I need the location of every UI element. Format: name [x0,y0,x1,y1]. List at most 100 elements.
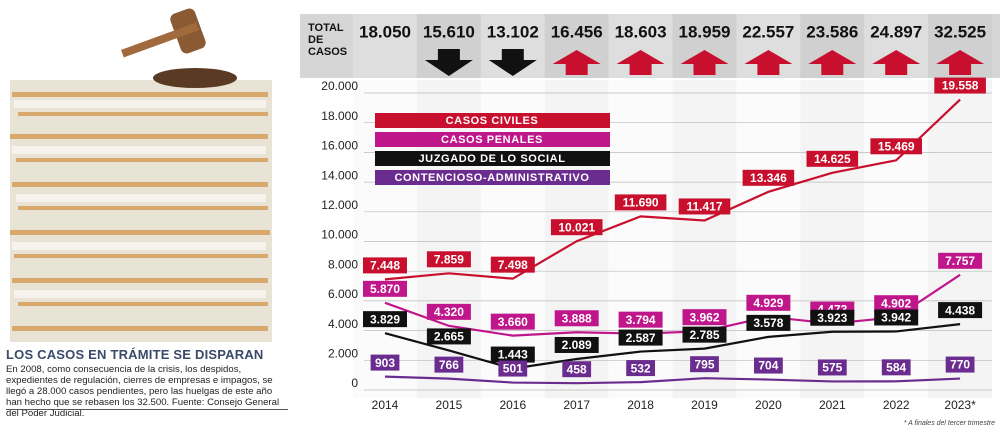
data-label-box [370,354,400,371]
totals-header: TOTAL DE CASOS [308,22,348,58]
data-label-box [490,313,535,330]
data-label: 770 [950,358,970,372]
data-label: 2.665 [434,330,464,344]
legend-label: CASOS CIVILES [446,115,539,127]
legend-label: CASOS PENALES [441,134,543,146]
data-label-box [626,360,655,377]
y-tick-label: 12.000 [321,198,358,212]
legend-swatch [375,113,610,128]
x-tick-label: 2022 [883,398,910,412]
y-tick-label: 2.000 [328,346,358,360]
data-label-box [690,356,719,373]
x-tick-label: 2019 [691,398,718,412]
y-tick-label: 14.000 [321,168,358,182]
data-label: 2.089 [562,338,592,352]
data-label: 795 [694,357,714,371]
data-label: 4.320 [434,305,464,319]
data-label: 11.417 [686,200,722,214]
column-band [928,80,993,398]
series-line [384,98,961,281]
data-label-box [945,356,975,373]
data-label: 2.785 [689,328,719,342]
series-line [384,273,961,337]
data-label-box [934,77,986,94]
data-label-box [490,256,535,273]
y-tick-label: 20.000 [321,79,358,93]
data-label: 584 [886,360,906,374]
data-label-box [618,329,663,346]
description: En 2008, como consecuencia de la crisis,… [6,364,280,419]
series-line [384,375,961,385]
data-label-box [806,150,859,167]
data-label: 7.859 [434,252,464,266]
x-tick-label: 2023* [944,398,976,412]
data-label-box [550,219,603,236]
data-label: 3.578 [753,316,783,330]
data-label: 11.690 [623,196,659,210]
column-band [736,80,801,398]
total-value: 15.610 [423,22,475,41]
trend-arrow [616,50,665,75]
x-tick-label: 2020 [755,398,782,412]
data-label: 3.660 [498,315,528,329]
x-tick-label: 2016 [499,398,526,412]
column-band [800,80,865,398]
data-label: 903 [375,356,395,370]
data-label-box [426,251,471,268]
data-label-box [434,356,464,373]
column-band [864,80,929,398]
trend-arrow [872,50,921,75]
column-band [353,14,417,78]
data-label: 19.558 [942,79,979,93]
data-label-box [363,311,407,328]
data-label-box [874,309,919,326]
data-label-box [426,303,471,320]
data-label-box [682,309,727,326]
data-label-box [678,198,731,215]
data-label: 3.794 [626,313,656,327]
y-tick-label: 0 [351,376,358,390]
x-tick-label: 2014 [372,398,399,412]
data-label-box [682,326,727,343]
total-value: 24.897 [870,22,922,41]
data-label-box [498,360,528,377]
data-label: 4.438 [945,303,975,317]
trend-arrow [744,50,793,75]
data-label-box [562,361,592,378]
divider [6,409,288,410]
legend-label: CONTENCIOSO-ADMINISTRATIVO [394,172,589,184]
data-label: 15.469 [878,139,915,153]
data-label-box [363,257,407,274]
data-label-box [742,169,795,186]
data-label: 7.448 [370,259,400,273]
trend-arrow [680,50,729,75]
data-label-box [874,295,919,312]
chart-title: LOS CASOS EN TRÁMITE SE DISPARAN [6,347,264,362]
trend-arrow [808,50,857,75]
data-label-box [618,311,663,328]
data-label: 458 [567,362,587,376]
data-label-box [938,252,983,269]
x-tick-label: 2015 [436,398,463,412]
data-label-box [938,302,983,319]
data-label-box [810,309,855,326]
data-label-box [426,328,471,345]
y-tick-label: 6.000 [328,287,358,301]
total-value: 18.050 [359,22,411,41]
legend-swatch [375,170,610,185]
y-tick-label: 10.000 [321,228,358,242]
data-label-box [746,314,791,331]
trend-arrow [936,50,985,75]
x-tick-label: 2021 [819,398,846,412]
data-label: 575 [822,361,842,375]
trend-arrow [424,49,473,76]
data-label-box [554,336,599,353]
total-value: 18.603 [615,22,667,41]
x-tick-label: 2017 [563,398,590,412]
data-label-box [746,294,791,311]
total-value: 18.959 [679,22,731,41]
data-label-box [817,359,847,376]
legend-label: JUZGADO DE LO SOCIAL [418,153,565,165]
y-tick-label: 18.000 [321,109,358,123]
